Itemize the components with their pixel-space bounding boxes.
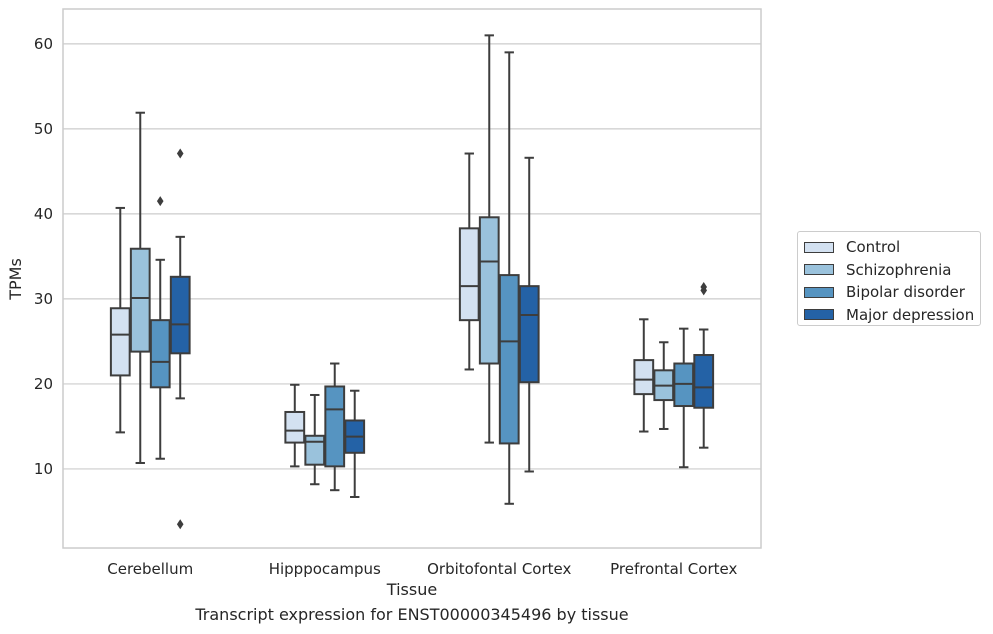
box-2-2 bbox=[498, 51, 520, 505]
box-0-0 bbox=[109, 206, 131, 434]
box-0-3 bbox=[169, 148, 191, 530]
box-3-3 bbox=[693, 282, 715, 449]
y-tick-label: 30 bbox=[34, 290, 53, 308]
x-tick-label: Prefrontal Cortex bbox=[610, 560, 737, 578]
x-tick-label: Hipppocampus bbox=[269, 560, 381, 578]
y-tick-label: 50 bbox=[34, 120, 53, 138]
box-body bbox=[324, 385, 346, 468]
box-3-2 bbox=[673, 327, 695, 469]
x-tick-label: Orbitofontal Cortex bbox=[427, 560, 571, 578]
legend-item: Schizophrenia bbox=[804, 259, 980, 282]
boxes bbox=[109, 34, 715, 530]
legend-swatch bbox=[804, 241, 834, 253]
box-body bbox=[693, 354, 715, 409]
outlier-point bbox=[156, 196, 164, 207]
box-body bbox=[129, 247, 151, 353]
box-body bbox=[498, 274, 520, 445]
legend-label: Control bbox=[846, 238, 901, 257]
box-0-1 bbox=[129, 111, 151, 464]
y-tick-label: 10 bbox=[34, 460, 53, 478]
box-body bbox=[304, 434, 326, 466]
box-1-2 bbox=[324, 362, 346, 492]
outlier-point bbox=[700, 282, 708, 293]
grid-lines bbox=[63, 43, 761, 470]
box-3-1 bbox=[653, 341, 675, 430]
outlier-point bbox=[176, 148, 184, 159]
x-tick-label: Cerebellum bbox=[107, 560, 193, 578]
box-1-1 bbox=[304, 393, 326, 486]
box-body bbox=[149, 319, 171, 389]
box-body bbox=[518, 285, 540, 384]
x-axis-label: Tissue bbox=[386, 580, 437, 599]
box-body bbox=[458, 227, 480, 322]
box-2-1 bbox=[478, 34, 500, 444]
plot-frame bbox=[62, 8, 762, 549]
figure-caption: Transcript expression for ENST0000034549… bbox=[195, 605, 629, 624]
y-tick-label: 40 bbox=[34, 205, 53, 223]
box-body bbox=[169, 275, 191, 355]
y-tick-label: 20 bbox=[34, 375, 53, 393]
x-tick-labels: Cerebellum Hipppocampus Orbitofontal Corte… bbox=[107, 560, 737, 578]
legend-label: Schizophrenia bbox=[846, 260, 952, 279]
legend-swatch bbox=[804, 286, 834, 298]
legend-item: Major depression bbox=[804, 304, 980, 327]
y-axis-label: TPMs bbox=[6, 258, 25, 301]
box-0-2 bbox=[149, 196, 171, 460]
legend-label: Major depression bbox=[846, 305, 975, 324]
outlier-point bbox=[176, 519, 184, 530]
legend: Control Schizophrenia Bipolar disorder Majo… bbox=[797, 231, 981, 326]
legend-swatch bbox=[804, 309, 834, 321]
box-3-0 bbox=[633, 318, 655, 433]
box-body bbox=[284, 410, 306, 444]
box-1-0 bbox=[284, 383, 306, 468]
box-2-0 bbox=[458, 152, 480, 371]
legend-label: Bipolar disorder bbox=[846, 283, 965, 302]
box-body bbox=[633, 359, 655, 396]
legend-item: Control bbox=[804, 236, 980, 259]
box-body bbox=[478, 216, 500, 365]
y-tick-labels: 10 20 30 40 50 60 bbox=[34, 35, 53, 478]
box-body bbox=[109, 307, 131, 377]
y-tick-label: 60 bbox=[34, 35, 53, 53]
legend-swatch bbox=[804, 264, 834, 276]
box-1-3 bbox=[344, 389, 366, 498]
legend-item: Bipolar disorder bbox=[804, 281, 980, 304]
box-2-3 bbox=[518, 156, 540, 473]
